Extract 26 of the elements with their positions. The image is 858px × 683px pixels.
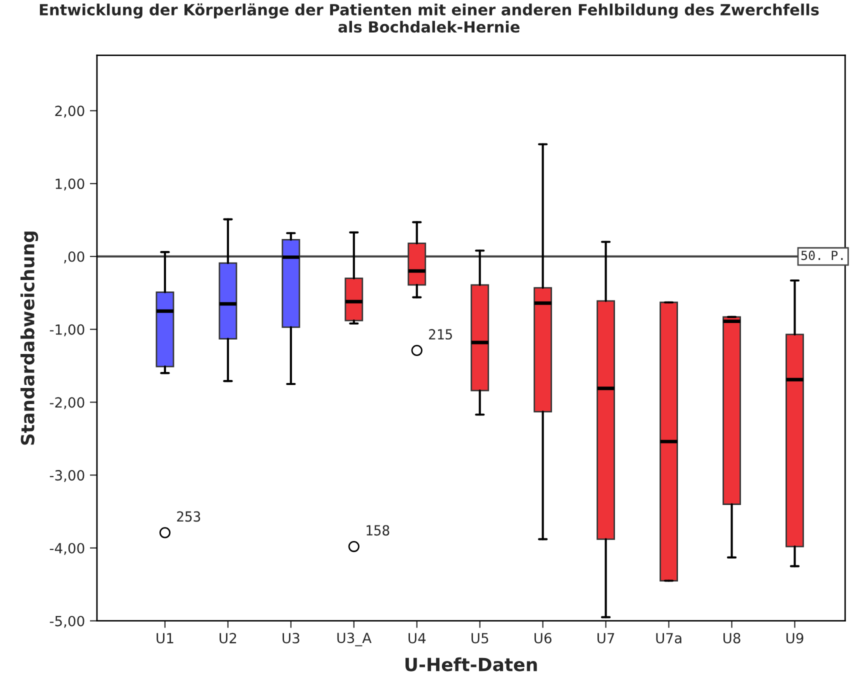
x-tick-label: U3 [282,632,300,644]
y-tick-label: -1,00 [50,324,84,336]
x-tick-label: U4 [408,633,426,644]
x-tick-label: U8 [723,632,740,644]
y-axis-title: Standardabweichung [20,232,38,445]
annotation: 253 [177,511,200,522]
ref-line-label: 50. P. [801,250,843,260]
x-tick-label: U6 [534,632,552,644]
annotation: 215 [429,329,452,340]
x-tick-label: U5 [472,633,488,644]
y-tick-label: ,00 [64,251,84,264]
y-tick-label: 2,00 [55,106,84,118]
chart-title: Entwicklung der Körperlänge der Patienten mit einer anderen Fehlbildung des Zwerchfells als Bochdalek-Hernie [40,3,819,33]
y-tick-label: -4,00 [50,542,84,555]
y-tick-label: 1,00 [56,178,84,190]
x-tick-label: U3_A [337,632,372,646]
x-tick-label: U7a [656,633,682,644]
x-axis-title: U-Heft-Daten [406,657,537,672]
y-tick-label: -5,00 [50,616,84,628]
x-tick-label: U2 [220,632,236,644]
x-tick-label: U1 [156,633,174,644]
x-tick-label: U9 [786,632,804,644]
annotation: 158 [366,525,390,536]
y-tick-label: -3,00 [50,470,84,482]
x-tick-label: U7 [598,633,614,644]
y-tick-label: -2,00 [50,397,84,410]
